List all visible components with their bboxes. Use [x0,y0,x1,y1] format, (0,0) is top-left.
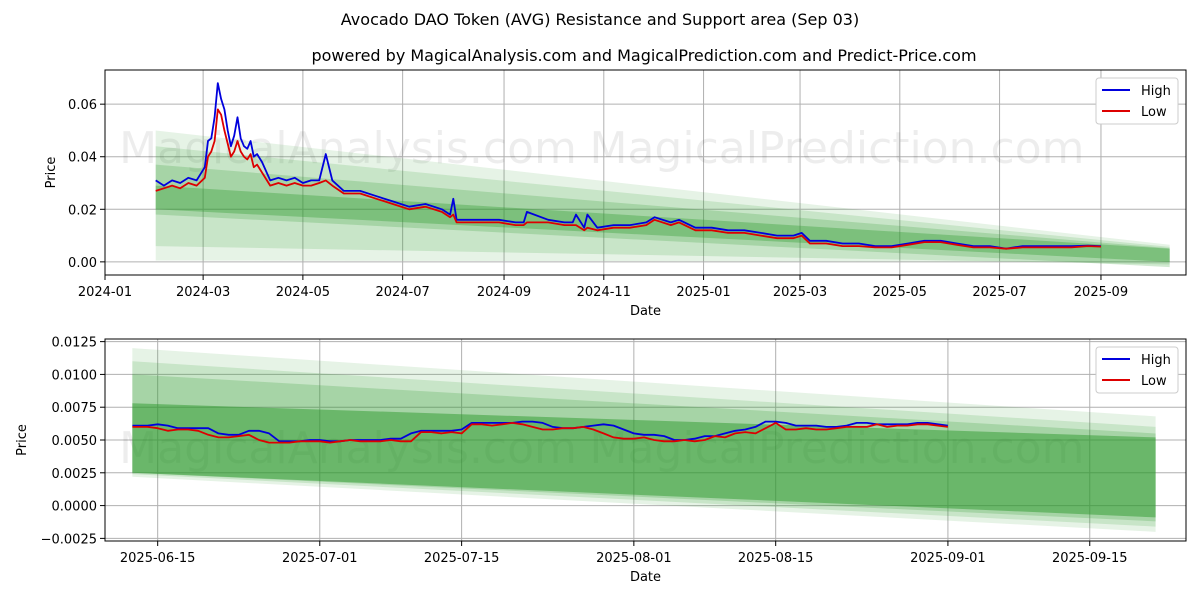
high-price-line [132,420,949,443]
low-price-line [155,108,1102,250]
bottom-bands [132,348,1156,532]
x-tick-label: 2025-03 [773,285,827,300]
support-resistance-band [155,130,1170,262]
top-axes-frame [104,69,1187,276]
y-tick-label: 0.0025 [52,467,98,482]
watermark-analysis: MagicalAnalysis.com [119,123,577,174]
y-tick-label: −0.0025 [41,532,97,547]
low-price-line [132,422,949,444]
x-tick-label: 2024-11 [577,285,631,300]
x-axis-title: Date [630,570,661,585]
x-tick-label: 2025-07-01 [282,551,358,566]
x-axis-title: Date [630,304,661,319]
chart-subtitle: powered by MagicalAnalysis.com and Magic… [311,46,976,65]
support-resistance-band [155,146,1170,265]
x-tick-label: 2025-08-15 [738,551,814,566]
x-tick-label: 2025-01 [676,285,730,300]
x-tick-label: 2025-06-15 [120,551,196,566]
y-tick-label: 0.02 [68,203,97,218]
y-tick-label: 0.0075 [52,401,98,416]
legend-high-label: High [1141,84,1171,99]
chart-title: Avocado DAO Token (AVG) Resistance and S… [341,10,859,29]
watermark-prediction: MagicalPrediction.com [590,123,1085,174]
y-tick-label: 0.0000 [52,500,98,515]
y-tick-label: 0.06 [68,98,97,113]
bottom-series [132,420,949,444]
high-price-line [155,82,1102,250]
x-tick-label: 2025-09 [1074,285,1128,300]
y-tick-label: 0.0050 [52,434,98,449]
x-tick-label: 2025-09-01 [910,551,986,566]
y-tick-label: 0.0100 [52,368,98,383]
legend: High Low [1095,346,1179,394]
x-tick-label: 2025-05 [873,285,927,300]
y-tick-label: 0.04 [68,151,97,166]
y-axis-title: Price [44,157,59,189]
legend-low-label: Low [1141,374,1167,389]
y-axis-title: Price [15,424,30,456]
x-tick-label: 2025-07-15 [424,551,500,566]
y-tick-label: 0.00 [68,256,97,271]
support-resistance-band [132,403,1156,518]
top-series [155,82,1102,250]
legend-high-label: High [1141,353,1171,368]
x-tick-label: 2025-09-15 [1052,551,1128,566]
y-tick-label: 0.0125 [52,336,98,351]
legend: High Low [1095,77,1179,125]
bottom-plot: MagicalAnalysis.comMagicalPrediction.com… [15,336,1187,585]
x-tick-label: 2024-05 [276,285,330,300]
x-tick-label: 2025-08-01 [596,551,672,566]
x-tick-label: 2024-03 [176,285,230,300]
x-tick-label: 2025-07 [972,285,1026,300]
x-tick-label: 2024-09 [477,285,531,300]
x-tick-label: 2024-07 [375,285,429,300]
x-tick-label: 2024-01 [78,285,132,300]
legend-low-label: Low [1141,105,1167,120]
top-plot: MagicalAnalysis.com MagicalPrediction.com… [44,69,1187,319]
